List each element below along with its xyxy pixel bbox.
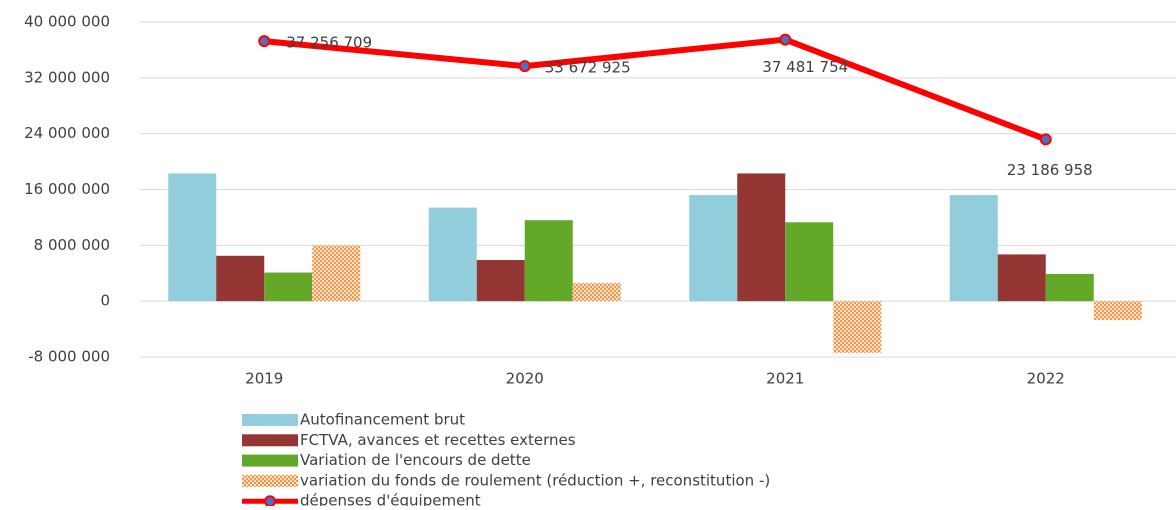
x-tick-label: 2022 xyxy=(1027,370,1065,388)
bar xyxy=(572,283,621,302)
y-tick-label: 0 xyxy=(100,292,110,310)
bar xyxy=(1045,273,1094,302)
data-label: 37 256 709 xyxy=(286,34,372,52)
bar xyxy=(264,272,313,302)
legend-label: dépenses d'équipement xyxy=(300,492,481,506)
legend-label: Variation de l'encours de dette xyxy=(300,451,531,469)
y-tick-label: 32 000 000 xyxy=(24,68,110,86)
bar xyxy=(689,195,738,302)
bar xyxy=(949,195,998,302)
bar xyxy=(168,173,217,302)
x-tick-label: 2020 xyxy=(506,370,544,388)
data-label: 33 672 925 xyxy=(545,59,631,77)
bar xyxy=(524,220,573,302)
legend-swatch xyxy=(242,434,298,447)
line-marker xyxy=(258,35,271,48)
bar xyxy=(1093,301,1142,321)
y-tick-label: 40 000 000 xyxy=(24,13,110,31)
legend-label: Autofinancement brut xyxy=(300,411,465,429)
legend-label: FCTVA, avances et recettes externes xyxy=(300,431,576,449)
bar xyxy=(216,255,265,302)
legend-swatch xyxy=(242,414,298,426)
line-marker xyxy=(1039,133,1052,146)
x-tick-label: 2019 xyxy=(245,370,283,388)
bar xyxy=(997,254,1046,302)
bar xyxy=(476,259,525,302)
line-marker xyxy=(518,60,531,73)
bar xyxy=(428,207,477,302)
bar xyxy=(737,173,786,302)
data-label: 37 481 754 xyxy=(762,58,848,76)
legend-swatch xyxy=(242,474,298,487)
legend-label: variation du fonds de roulement (réducti… xyxy=(300,471,770,489)
data-label: 23 186 958 xyxy=(1007,161,1093,179)
line xyxy=(263,36,1047,143)
bar xyxy=(785,222,834,302)
y-tick-label: 16 000 000 xyxy=(24,180,110,198)
y-tick-label: 24 000 000 xyxy=(24,124,110,142)
legend-marker xyxy=(264,495,276,508)
y-tick-label: 8 000 000 xyxy=(34,236,110,254)
bar xyxy=(312,245,361,302)
legend-swatch xyxy=(242,454,298,467)
x-tick-label: 2021 xyxy=(766,370,804,388)
y-tick-label: -8 000 000 xyxy=(28,348,110,366)
bar xyxy=(833,301,882,353)
line-marker xyxy=(779,33,792,46)
